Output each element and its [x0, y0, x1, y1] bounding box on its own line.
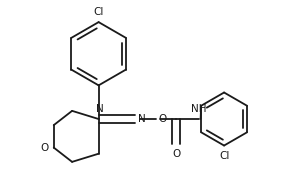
Text: Cl: Cl [219, 151, 229, 161]
Text: N: N [96, 104, 104, 114]
Text: N: N [138, 114, 146, 124]
Text: O: O [40, 143, 49, 153]
Text: Cl: Cl [94, 7, 104, 17]
Text: O: O [172, 149, 180, 159]
Text: NH: NH [191, 104, 206, 114]
Text: O: O [158, 114, 166, 124]
